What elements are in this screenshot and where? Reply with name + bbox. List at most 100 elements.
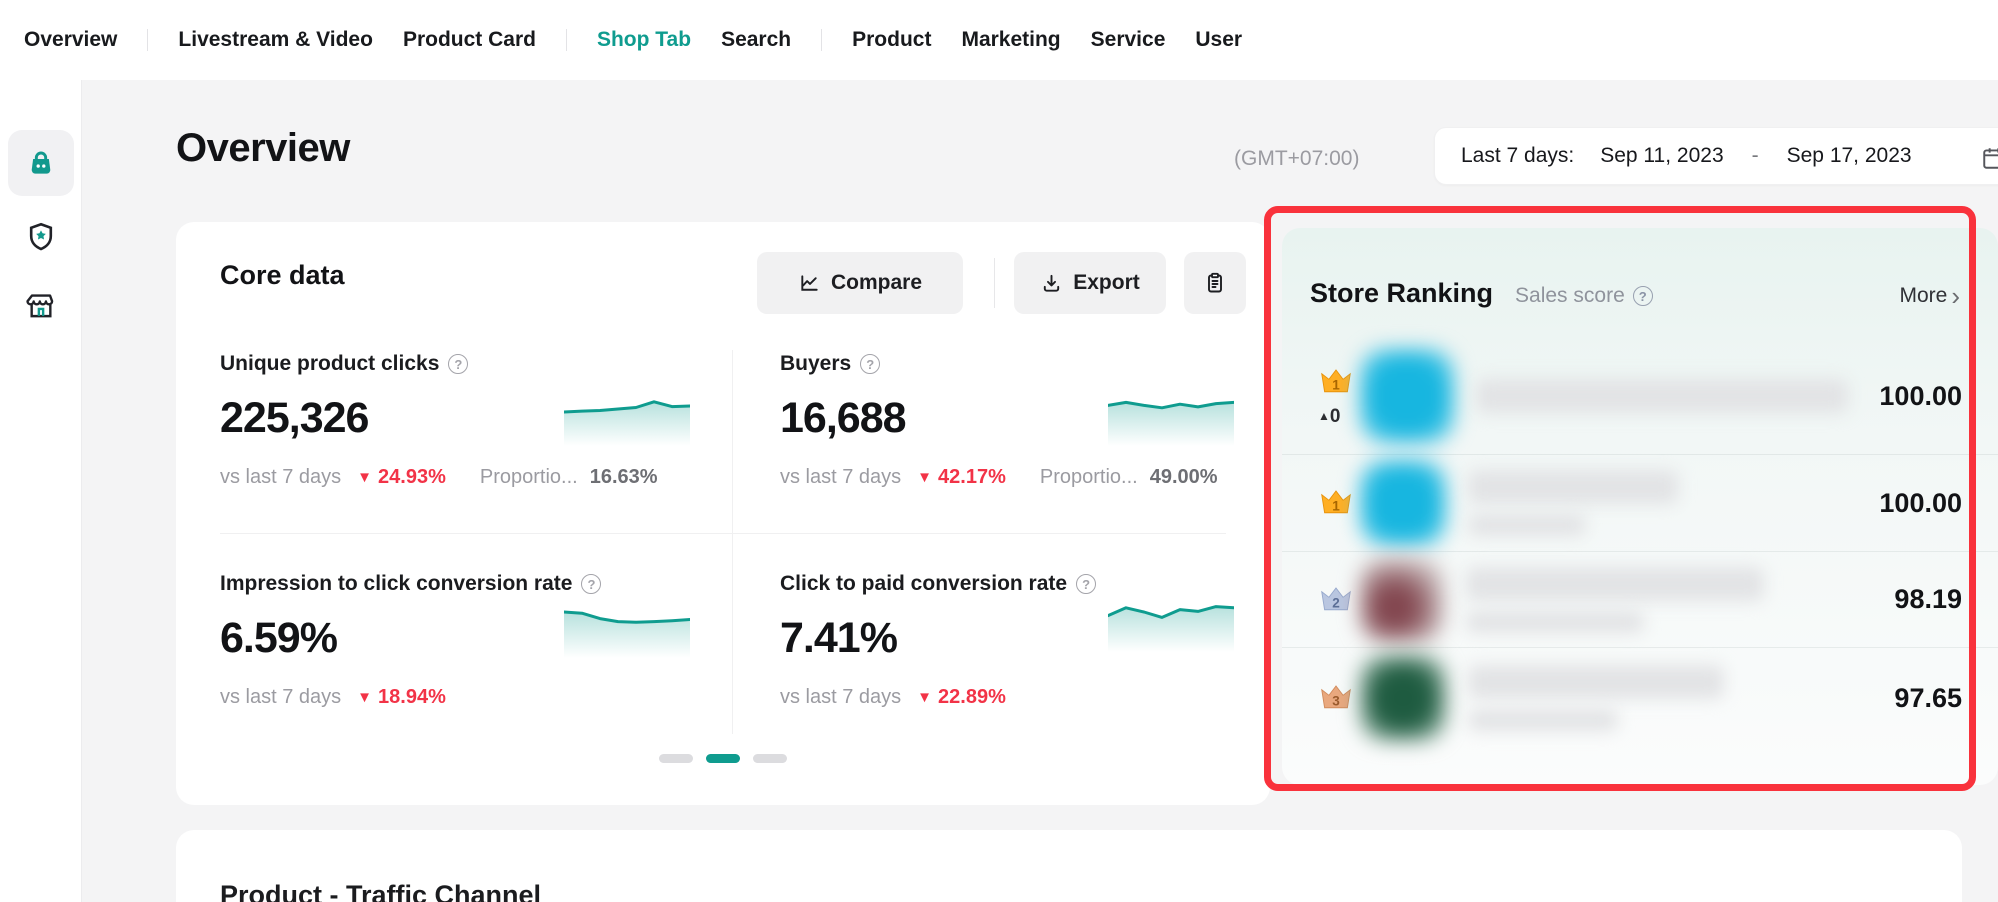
compare-label: Compare [830,271,923,294]
store-name-blurred [1476,379,1867,413]
product-traffic-channel-title: Product - Traffic Channel [220,880,542,902]
metrics-vertical-divider [732,350,733,734]
nav-divider [565,29,567,51]
button-divider [994,258,995,308]
core-data-card: Core data Compare Export [176,222,1270,805]
sidebar-item-store[interactable] [25,286,57,326]
nav-tab-service[interactable]: Service [1090,28,1166,51]
timezone-label: (GMT+07:00) [1234,147,1360,170]
metric-value: 7.41% [780,614,898,662]
store-ranking-panel: Store Ranking Sales score ? More › 1 ▲0 … [1282,228,1998,785]
metric-label: Unique product clicks [220,352,440,375]
store-name-blurred [1466,566,1882,633]
store-ranking-more-link[interactable]: More › [1899,283,1960,309]
help-icon[interactable]: ? [448,354,469,374]
help-icon[interactable]: ? [1076,574,1097,594]
metric-change: 42.17% [938,466,1006,488]
carousel-dot[interactable] [753,754,787,763]
rank-crown-icon: 2 [1318,582,1354,618]
carousel-dots [176,754,1270,763]
down-arrow-icon: ▼ [357,689,373,706]
carousel-dot[interactable] [659,754,693,763]
metric-value: 6.59% [220,614,338,662]
metric-label: Click to paid conversion rate [780,572,1068,595]
report-clipboard-button[interactable] [1184,252,1246,314]
storefront-icon [25,290,57,322]
store-avatar-blurred [1360,460,1446,546]
proportion-value: 16.63% [589,466,658,488]
vs-label: vs last 7 days [780,466,902,488]
store-ranking-row[interactable]: 3 ▲ 97.65 [1282,648,1998,748]
rank-crown-icon: 1 [1318,485,1354,521]
metric-change: 24.93% [378,466,446,488]
date-range-picker[interactable]: Last 7 days: Sep 11, 2023 - Sep 17, 2023 [1434,127,1998,185]
store-ranking-row[interactable]: 2 ▲ 98.19 [1282,552,1998,648]
store-ranking-title: Store Ranking [1310,278,1494,308]
vs-label: vs last 7 days [220,466,342,488]
core-data-title: Core data [220,260,345,290]
shield-star-icon [25,221,57,255]
help-icon[interactable]: ? [860,354,881,374]
rank-crown-icon: 3 [1318,680,1354,716]
help-icon[interactable]: ? [1632,286,1653,306]
store-ranking-row[interactable]: 1 ▲0 100.00 [1282,338,1998,455]
export-button[interactable]: Export [1014,252,1166,314]
vs-label: vs last 7 days [220,686,342,708]
nav-tab-search[interactable]: Search [721,28,792,51]
nav-tab-product[interactable]: Product [852,28,932,51]
nav-tab-overview[interactable]: Overview [24,28,118,51]
store-sales-score: 100.00 [1879,380,1962,411]
compare-chart-icon [798,272,821,295]
rank-change-indicator: ▲0 [1318,406,1341,427]
proportion-value: 49.00% [1149,466,1218,488]
metric-change: 22.89% [938,686,1006,708]
metric-value: 225,326 [220,394,369,442]
calendar-icon [1981,145,1998,171]
metric-click-to-paid-rate: Click to paid conversion rate ? 7.41% vs… [780,572,1280,709]
nav-tab-marketing[interactable]: Marketing [961,28,1061,51]
sidebar-item-shop-active[interactable] [8,130,74,196]
metric-label: Buyers [780,352,852,375]
more-label: More [1899,284,1948,307]
page-title: Overview [176,126,350,170]
store-ranking-row[interactable]: 1 ▲ 100.00 [1282,455,1998,552]
sidebar-item-governance[interactable] [25,218,57,258]
store-sales-score: 100.00 [1879,487,1962,518]
metric-value: 16,688 [780,394,907,442]
product-traffic-channel-card: Product - Traffic Channel [176,830,1962,902]
nav-tab-product-card[interactable]: Product Card [402,28,536,51]
nav-tab-shop-tab[interactable]: Shop Tab [596,28,692,51]
svg-text:1: 1 [1332,378,1340,393]
nav-tab-user[interactable]: User [1195,28,1243,51]
date-start: Sep 11, 2023 [1600,144,1724,167]
nav-divider [821,29,823,51]
metric-change: 18.94% [378,686,446,708]
down-arrow-icon: ▼ [917,689,933,706]
metric-impression-to-click-rate: Impression to click conversion rate ? 6.… [220,572,720,709]
date-separator: - [1751,144,1759,167]
date-end: Sep 17, 2023 [1786,144,1912,167]
rank-crown-icon: 1 [1318,364,1354,400]
export-label: Export [1073,271,1140,294]
svg-text:3: 3 [1332,694,1340,709]
download-icon [1040,272,1063,295]
proportion-label: Proportio... [1039,466,1138,488]
nav-tab-livestream-video[interactable]: Livestream & Video [178,28,373,51]
store-avatar-blurred [1360,557,1444,642]
help-icon[interactable]: ? [581,574,602,594]
metric-unique-product-clicks: Unique product clicks ? 225,326 vs last … [220,352,720,489]
carousel-dot-active[interactable] [706,754,740,763]
svg-text:2: 2 [1332,595,1340,610]
compare-button[interactable]: Compare [757,252,963,314]
shop-bag-icon [25,147,57,179]
store-avatar-blurred [1360,655,1446,741]
vs-label: vs last 7 days [780,686,902,708]
clipboard-icon [1203,271,1227,295]
date-preset-label: Last 7 days: [1461,144,1575,167]
metric-label: Impression to click conversion rate [220,572,573,595]
metric-buyers: Buyers ? 16,688 vs last 7 days ▼ 42.17% … [780,352,1280,489]
store-avatar-blurred [1360,349,1454,443]
store-name-blurred [1468,470,1867,536]
svg-text:1: 1 [1332,499,1340,514]
store-ranking-list: 1 ▲0 100.00 1 ▲ 100.00 2 ▲ 98.19 [1282,338,1998,748]
